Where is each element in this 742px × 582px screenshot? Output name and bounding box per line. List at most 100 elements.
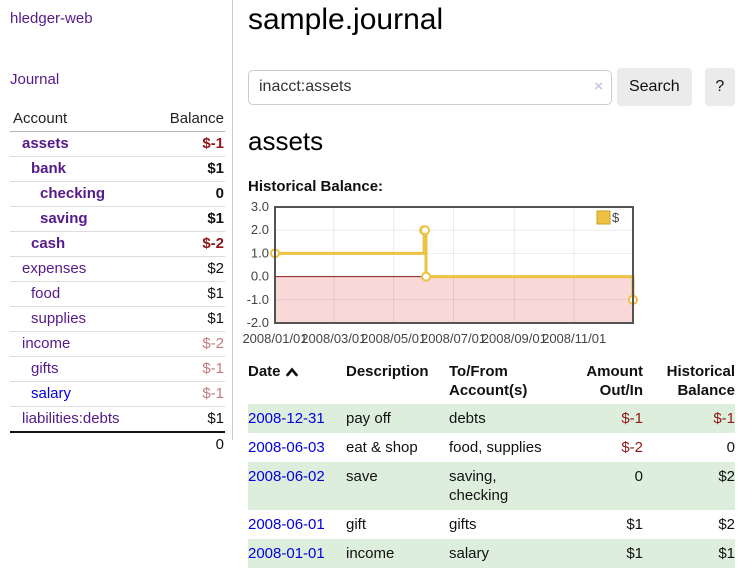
svg-text:2008/03/01: 2008/03/01 bbox=[301, 331, 366, 346]
account-link-income[interactable]: income bbox=[22, 335, 71, 352]
account-balance: $-1 bbox=[202, 135, 224, 152]
transaction-amount: 0 bbox=[634, 468, 643, 485]
svg-text:1.0: 1.0 bbox=[251, 245, 269, 260]
transaction-balance: $-1 bbox=[713, 410, 735, 427]
balance-column-header: Historical Balance bbox=[666, 363, 735, 399]
account-link-supplies[interactable]: supplies bbox=[31, 310, 87, 327]
account-balance: $1 bbox=[150, 406, 225, 432]
sidebar-total-row: 0 bbox=[10, 431, 225, 457]
transaction-date-link[interactable]: 2008-06-02 bbox=[248, 468, 325, 485]
svg-text:0.0: 0.0 bbox=[251, 269, 269, 284]
sidebar-account-row-income: income $-2 bbox=[10, 331, 225, 357]
transaction-accounts: debts bbox=[449, 410, 486, 427]
transaction-description: pay off bbox=[346, 410, 391, 427]
svg-text:$: $ bbox=[612, 210, 620, 225]
account-link-gifts[interactable]: gifts bbox=[31, 360, 59, 377]
account-balance: $-1 bbox=[150, 381, 225, 407]
svg-text:2008/01/01: 2008/01/01 bbox=[242, 331, 307, 346]
transaction-amount: $-1 bbox=[621, 410, 643, 427]
help-button[interactable]: ? bbox=[704, 68, 735, 106]
account-balance: $1 bbox=[150, 281, 225, 307]
account-link-liabilities-debts[interactable]: liabilities:debts bbox=[22, 410, 120, 427]
register-row: 2008-01-01 income salary $1 $1 bbox=[248, 539, 735, 568]
account-link-cash[interactable]: cash bbox=[31, 235, 66, 252]
transaction-accounts: food, supplies bbox=[449, 439, 542, 456]
accounts-balance-table: Account Balance assets $-1 bank $1 check… bbox=[10, 107, 225, 457]
sidebar-account-row-liabilities-debts: liabilities:debts $1 bbox=[10, 406, 225, 432]
account-link-expenses[interactable]: expenses bbox=[22, 260, 87, 277]
transaction-accounts: saving, checking bbox=[449, 468, 509, 504]
transaction-date-link[interactable]: 2008-06-03 bbox=[248, 439, 325, 456]
page-title: sample.journal bbox=[248, 3, 444, 36]
svg-text:2008/05/01: 2008/05/01 bbox=[361, 331, 426, 346]
sidebar-account-row-salary: salary $-1 bbox=[10, 381, 225, 407]
total-balance: 0 bbox=[150, 431, 225, 457]
account-link-bank[interactable]: bank bbox=[31, 160, 67, 177]
account-link-salary[interactable]: salary bbox=[31, 385, 72, 402]
svg-text:3.0: 3.0 bbox=[251, 200, 269, 214]
transaction-description: save bbox=[346, 468, 378, 485]
account-balance: $1 bbox=[150, 306, 225, 332]
transaction-balance: $2 bbox=[718, 516, 735, 533]
account-column-header: Account bbox=[10, 107, 151, 132]
svg-text:2008/11/01: 2008/11/01 bbox=[542, 331, 606, 346]
transaction-description: eat & shop bbox=[346, 439, 418, 456]
sidebar-account-row-assets: assets $-1 bbox=[10, 132, 225, 157]
transaction-date-link[interactable]: 2008-12-31 bbox=[248, 410, 325, 427]
account-balance: $2 bbox=[150, 256, 225, 282]
account-balance: $-1 bbox=[150, 356, 225, 382]
transaction-date-link[interactable]: 2008-06-01 bbox=[248, 516, 325, 533]
sidebar-account-row-expenses: expenses $2 bbox=[10, 256, 225, 282]
chart-heading: Historical Balance: bbox=[248, 178, 384, 195]
sidebar-account-row-supplies: supplies $1 bbox=[10, 306, 225, 332]
transaction-amount: $-2 bbox=[621, 439, 643, 456]
main-content: sample.journal × Search ? assets Histori… bbox=[242, 0, 735, 568]
account-link-saving[interactable]: saving bbox=[40, 210, 88, 227]
account-balance: 0 bbox=[150, 181, 225, 207]
svg-text:2.0: 2.0 bbox=[251, 222, 269, 237]
transaction-balance: $2 bbox=[718, 468, 735, 485]
sidebar-account-row-cash: cash $-2 bbox=[10, 231, 225, 257]
transaction-balance: $1 bbox=[718, 545, 735, 562]
sidebar-item-journal[interactable]: Journal bbox=[10, 71, 60, 88]
register-table-header: Date Description To/From Account(s) Amou… bbox=[248, 360, 735, 404]
description-column-header: Description bbox=[346, 363, 429, 380]
historical-balance-chart: $3.0 2.0 1.0 0.0 -1.0 -2.0 2008/01/01 2008/03/0… bbox=[240, 199, 735, 348]
svg-text:-2.0: -2.0 bbox=[247, 315, 269, 330]
register-row: 2008-06-01 gift gifts $1 $2 bbox=[248, 510, 735, 539]
transaction-date-link[interactable]: 2008-01-01 bbox=[248, 545, 325, 562]
register-table: Date Description To/From Account(s) Amou… bbox=[248, 360, 735, 568]
accounts-table-header: Account Balance bbox=[10, 107, 225, 132]
transaction-accounts: gifts bbox=[449, 516, 477, 533]
transaction-description: gift bbox=[346, 516, 367, 533]
clear-search-icon[interactable]: × bbox=[594, 77, 603, 95]
search-input[interactable] bbox=[248, 69, 612, 105]
account-link-food[interactable]: food bbox=[31, 285, 61, 302]
sidebar-account-row-checking: checking 0 bbox=[10, 181, 225, 207]
register-row: 2008-12-31 pay off debts $-1 $-1 bbox=[248, 404, 735, 433]
svg-text:2008/07/01: 2008/07/01 bbox=[421, 331, 486, 346]
account-link-checking[interactable]: checking bbox=[40, 185, 106, 202]
transaction-accounts: salary bbox=[449, 545, 490, 562]
app-brand-link[interactable]: hledger-web bbox=[10, 10, 93, 27]
search-button[interactable]: Search bbox=[617, 68, 692, 106]
sidebar: hledger-web Journal Account Balance asse… bbox=[10, 0, 225, 457]
sidebar-account-row-saving: saving $1 bbox=[10, 206, 225, 232]
date-column-header[interactable]: Date bbox=[248, 360, 346, 404]
register-row: 2008-06-03 eat & shop food, supplies $-2… bbox=[248, 433, 735, 462]
accounts-column-header: To/From Account(s) bbox=[449, 363, 528, 399]
svg-text:2008/09/01: 2008/09/01 bbox=[482, 331, 547, 346]
transaction-description: income bbox=[346, 545, 395, 562]
sidebar-account-row-bank: bank $1 bbox=[10, 156, 225, 182]
sidebar-divider bbox=[232, 0, 233, 440]
balance-column-header: Balance bbox=[150, 107, 225, 132]
amount-column-header: Amount Out/In bbox=[586, 363, 643, 399]
transaction-balance: 0 bbox=[726, 439, 735, 456]
transaction-amount: $1 bbox=[626, 545, 643, 562]
account-link-assets[interactable]: assets bbox=[22, 135, 69, 152]
search-bar: × Search ? bbox=[248, 68, 735, 106]
sidebar-account-row-food: food $1 bbox=[10, 281, 225, 307]
account-balance: $1 bbox=[150, 156, 225, 182]
register-row: 2008-06-02 save saving, checking 0 $2 bbox=[248, 462, 735, 510]
register-account-title: assets bbox=[248, 126, 324, 156]
